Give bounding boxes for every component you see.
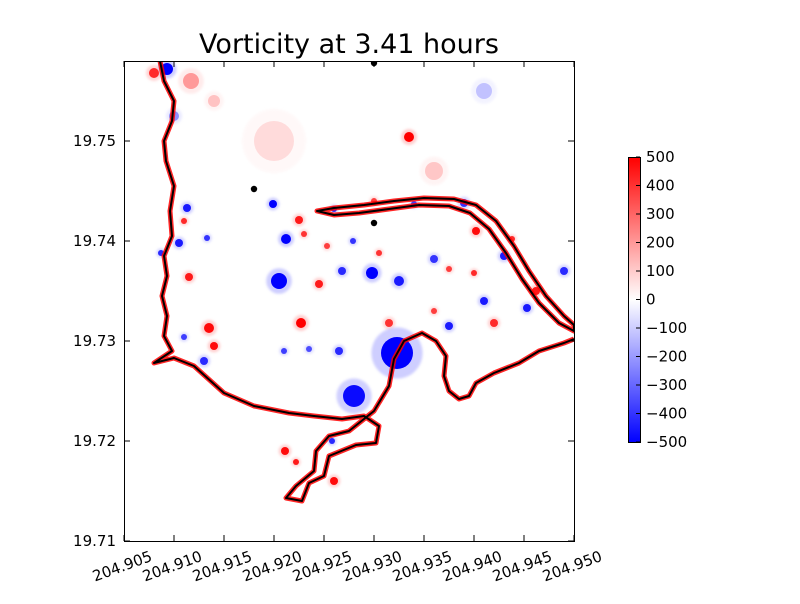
vortex-core — [301, 231, 307, 237]
y-tick-label: 19.73 — [73, 332, 116, 350]
vortex-core — [490, 319, 498, 327]
vortex-core — [366, 267, 378, 279]
vortex-core — [204, 235, 210, 241]
vortex-core — [335, 347, 343, 355]
vortex-core — [404, 132, 414, 142]
vortex-core — [181, 334, 187, 340]
colorbar-tick-label: 500 — [646, 148, 675, 166]
vortex-core — [480, 297, 488, 305]
colorbar-tick-label: 200 — [646, 234, 675, 252]
plot-frame — [124, 61, 575, 542]
vortex-core — [343, 385, 365, 407]
vortex-core — [431, 308, 437, 314]
plot-background — [124, 61, 574, 541]
vortex-core — [376, 250, 382, 256]
chart-title: Vorticity at 3.41 hours — [199, 29, 499, 60]
vortex-core — [472, 227, 480, 235]
colorbar-tick-label: 100 — [646, 262, 675, 280]
colorbar: 500 400 300 200 100 0 −100 −200 −300 −400 −500 — [628, 148, 687, 451]
vortex-core — [149, 68, 159, 78]
y-tick-label: 19.75 — [73, 132, 116, 150]
colorbar-tick-label: −500 — [646, 433, 687, 451]
y-axis: 19.71 19.72 19.73 19.74 19.75 — [73, 132, 574, 550]
vortex-core — [183, 204, 191, 212]
vortex-core — [175, 239, 183, 247]
vortex-core — [394, 276, 404, 286]
vortex-core — [183, 73, 199, 89]
vortex-core — [281, 348, 287, 354]
colorbar-tick-label: −100 — [646, 319, 687, 337]
coastline-line — [153, 61, 574, 502]
marker-points — [250, 61, 378, 227]
marker-point — [370, 219, 378, 227]
vortex-core — [471, 270, 477, 276]
vortex-core — [430, 255, 438, 263]
vortex-core — [523, 304, 531, 312]
vortex-core — [476, 83, 492, 99]
vortex-core — [204, 323, 214, 333]
coastline — [151, 61, 574, 504]
vortex-core — [271, 273, 287, 289]
vortex-core — [210, 342, 218, 350]
vortex-core — [445, 322, 453, 330]
marker-point — [250, 185, 258, 193]
vortex-core — [295, 216, 303, 224]
vortex-core — [208, 95, 220, 107]
vortex-core — [425, 162, 443, 180]
vortex-core — [296, 318, 306, 328]
vortex-core — [181, 218, 187, 224]
colorbar-tick-label: 400 — [646, 177, 675, 195]
vortex-core — [330, 477, 338, 485]
vortex-core — [560, 267, 568, 275]
vortex-core — [315, 280, 323, 288]
y-tick-label: 19.71 — [73, 532, 116, 550]
reef-line — [316, 197, 574, 332]
y-tick-label: 19.74 — [73, 232, 116, 250]
vortex-core — [385, 319, 393, 327]
colorbar-tick-label: 300 — [646, 205, 675, 223]
colorbar-ticks: 500 400 300 200 100 0 −100 −200 −300 −400 −500 — [636, 148, 687, 451]
vortex-core — [338, 267, 346, 275]
vortex-core — [324, 243, 330, 249]
colorbar-gradient — [628, 157, 641, 443]
vortex-core — [254, 121, 294, 161]
vortex-core — [269, 200, 277, 208]
vortex-core — [200, 357, 208, 365]
vorticity-field — [146, 61, 571, 488]
vortex-core — [350, 238, 356, 244]
vortex-core — [293, 459, 299, 465]
colorbar-tick-label: 0 — [646, 291, 656, 309]
vortex-core — [446, 266, 452, 272]
colorbar-tick-label: −400 — [646, 405, 687, 423]
colorbar-tick-label: −200 — [646, 348, 687, 366]
vortex-core — [281, 447, 289, 455]
colorbar-tick-label: −300 — [646, 376, 687, 394]
vortex-core — [281, 234, 291, 244]
vortex-core — [185, 273, 193, 281]
vortex-core — [306, 346, 312, 352]
vortex-core — [329, 438, 335, 444]
y-tick-label: 19.72 — [73, 432, 116, 450]
